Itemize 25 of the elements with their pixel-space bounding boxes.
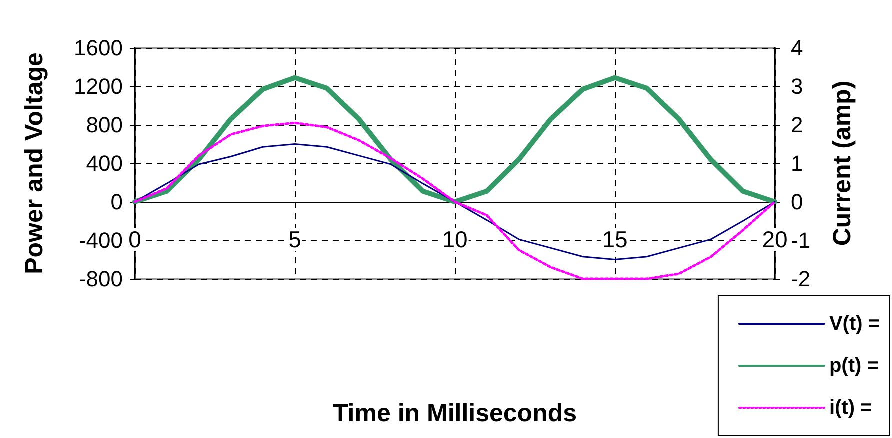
y2-tick-label: 2	[791, 112, 804, 138]
y2-tick-label: 4	[791, 36, 804, 60]
x-tick-label: 20	[762, 226, 788, 252]
y-tick-label: 800	[86, 112, 123, 138]
y-axis-title: Power and Voltage	[20, 52, 48, 274]
x-tick-label: 5	[288, 226, 302, 252]
y2-tick-label: -2	[791, 266, 811, 292]
y2-axis-title: Current (amp)	[828, 80, 856, 246]
y2-tick-label: 3	[791, 74, 804, 99]
legend-label: p(t) =	[829, 355, 879, 377]
y-tick-label: 1200	[74, 74, 123, 99]
y2-tick-label: 0	[791, 190, 804, 214]
y-tick-label: 1600	[74, 36, 123, 60]
x-tick-label: 0	[128, 226, 142, 252]
y2-tick-label: 1	[791, 151, 804, 176]
y2-tick-label: -1	[791, 228, 811, 253]
x-tick-label: 10	[442, 226, 468, 252]
x-axis-title: Time in Milliseconds	[332, 400, 578, 428]
y-tick-label: -400	[78, 228, 123, 253]
legend-label: V(t) =	[829, 313, 880, 335]
x-tick-label: 15	[602, 226, 628, 252]
legend-label: i(t) =	[829, 397, 872, 419]
y-tick-label: -800	[78, 266, 123, 292]
y-tick-label: 0	[110, 190, 123, 214]
y-tick-label: 400	[86, 151, 123, 176]
